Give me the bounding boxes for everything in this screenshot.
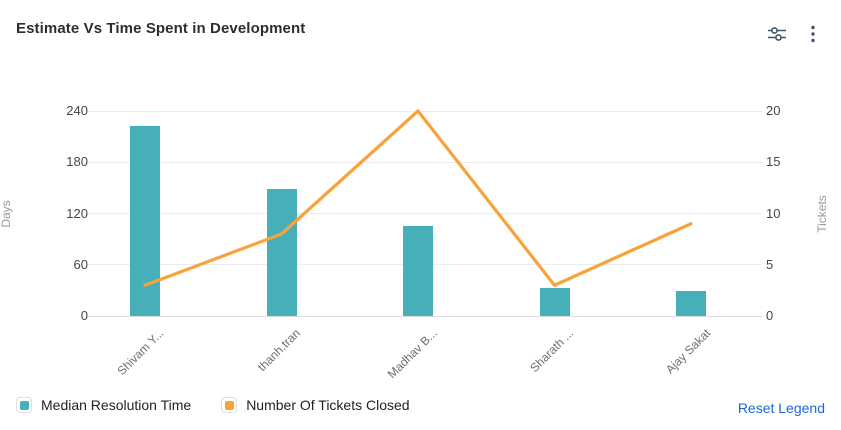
- right-axis-tick-label: 15: [766, 154, 781, 170]
- x-axis-tick-label: Shivam Y...: [114, 326, 167, 379]
- left-axis-tick-label: 240: [66, 103, 88, 118]
- x-axis-tick-label: Madhav B...: [384, 326, 440, 382]
- right-axis-tick-label: 0: [766, 308, 774, 323]
- right-axis-tick-label: 10: [766, 205, 781, 221]
- gridline: [88, 161, 762, 163]
- right-axis-tick-label: 5: [766, 256, 774, 272]
- legend-item-median-resolution-time[interactable]: Median Resolution Time: [16, 397, 191, 413]
- chart-more-menu-button[interactable]: [800, 22, 826, 48]
- left-axis-tick-label: 0: [80, 308, 88, 323]
- legend-swatch-icon: [16, 397, 32, 413]
- x-axis-tick-label: Ajay Sakat: [662, 326, 713, 377]
- x-axis-tick-label: Sharath ...: [527, 326, 577, 376]
- bar-median-resolution-time[interactable]: [403, 226, 433, 316]
- left-axis-title: Days: [0, 200, 13, 228]
- chart-title: Estimate Vs Time Spent in Development: [16, 20, 306, 37]
- chart-legend: Median Resolution Time Number Of Tickets …: [16, 397, 410, 413]
- left-axis-tick-label: 180: [66, 154, 88, 170]
- legend-item-number-of-tickets-closed[interactable]: Number Of Tickets Closed: [221, 397, 410, 413]
- legend-item-label: Median Resolution Time: [41, 397, 192, 413]
- x-axis-line: [88, 315, 762, 317]
- kebab-menu-icon: [811, 25, 815, 46]
- horizontal-sliders-icon: [767, 26, 787, 45]
- line-number-of-tickets-closed[interactable]: [95, 109, 755, 316]
- reset-legend-link[interactable]: Reset Legend: [737, 400, 825, 416]
- legend-swatch-icon: [221, 397, 238, 413]
- chart-settings-button[interactable]: [764, 22, 790, 48]
- bar-median-resolution-time[interactable]: [539, 287, 570, 316]
- bar-median-resolution-time[interactable]: [676, 291, 706, 316]
- left-axis-tick-label: 60: [73, 256, 88, 272]
- bar-median-resolution-time[interactable]: [266, 188, 297, 316]
- x-axis-tick-label: thanh.tran: [255, 326, 304, 375]
- legend-item-label: Number Of Tickets Closed: [246, 397, 410, 413]
- right-axis-tick-label: 20: [766, 103, 781, 118]
- plot-area: [88, 109, 762, 317]
- legend-swatch-color: [224, 400, 234, 410]
- left-axis-tick-label: 120: [66, 205, 88, 221]
- legend-swatch-color: [19, 400, 29, 410]
- gridline: [88, 213, 762, 214]
- right-axis-title: Tickets: [815, 195, 829, 233]
- gridline: [88, 110, 762, 112]
